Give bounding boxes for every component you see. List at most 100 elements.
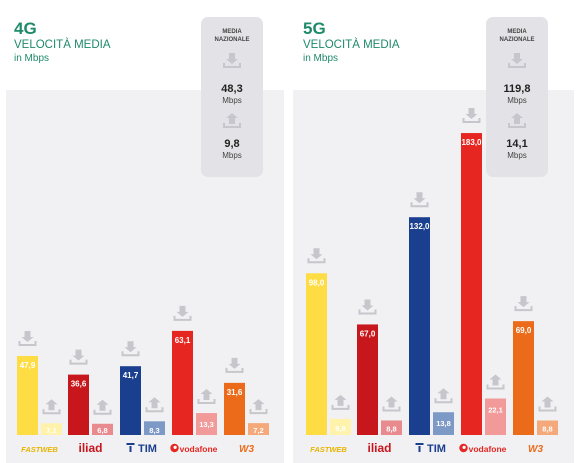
header-5g: 5G VELOCITÀ MEDIA in Mbps [303, 20, 400, 65]
operator-label-fastweb: FASTWEB [21, 445, 58, 454]
bar-upload-vodafone [196, 413, 217, 435]
data-label-download-tim: 132,0 [409, 222, 430, 231]
data-label-download-iliad: 36,6 [71, 380, 87, 389]
data-label-upload-vodafone: 22,1 [488, 406, 503, 415]
operator-label-iliad: iliad [367, 441, 391, 455]
upload-icon [508, 113, 526, 128]
operator-label-iliad: iliad [78, 441, 102, 455]
bar-upload-iliad [381, 420, 402, 435]
data-label-upload-tim: 13,8 [436, 419, 451, 428]
download-icon [410, 192, 429, 208]
upload-icon [249, 399, 268, 415]
data-label-upload-fastweb: 7,1 [46, 426, 56, 435]
national-average-panel-4g [201, 17, 263, 177]
bar-upload-iliad [92, 423, 113, 435]
bar-group-iliad: 67,0 8,8 iliad [357, 299, 402, 455]
bar-download-wind3 [513, 321, 534, 435]
bar-download-iliad [357, 324, 378, 435]
upload-icon [538, 396, 557, 412]
download-icon [223, 53, 241, 68]
national-average-upload-unit: Mbps [222, 151, 242, 160]
national-average-panel-5g [486, 17, 548, 177]
operator-label-wind3: W3 [239, 444, 254, 455]
operator-logo-tim: TIM [415, 443, 446, 455]
bar-group-wind3: 31,6 7,2 W3 [224, 357, 269, 455]
operator-logo-vodafone: vodafone [459, 443, 507, 454]
bar-group-vodafone: 183,0 22,1 vodafone [459, 108, 507, 454]
national-average-title-line1: MEDIA [507, 29, 527, 35]
chart-title-4g: 4G [14, 19, 37, 38]
upload-icon [382, 396, 401, 412]
download-icon [462, 108, 481, 124]
data-label-upload-iliad: 6,8 [97, 426, 107, 435]
bar-download-tim [409, 217, 430, 435]
operator-logo-iliad: iliad [367, 441, 391, 455]
bar-download-fastweb [306, 273, 327, 435]
bar-group-tim: 132,0 13,8 TIM [409, 192, 454, 455]
download-icon [514, 296, 533, 312]
download-icon [225, 357, 244, 373]
bar-group-wind3: 69,0 8,8 W3 [513, 296, 558, 455]
header-4g: 4G VELOCITÀ MEDIA in Mbps [14, 20, 111, 65]
data-label-upload-iliad: 8,8 [386, 425, 396, 434]
operator-logo-fastweb: FASTWEB [21, 445, 58, 454]
bar-upload-tim [433, 412, 454, 435]
upload-icon [434, 388, 453, 404]
bar-upload-vodafone [485, 398, 506, 435]
bar-upload-fastweb [41, 423, 62, 435]
download-icon [69, 349, 88, 365]
download-icon [121, 341, 140, 357]
data-label-download-tim: 41,7 [123, 371, 139, 380]
operator-label-fastweb: FASTWEB [310, 445, 347, 454]
national-average-title-line1: MEDIA [222, 29, 242, 35]
download-icon [307, 248, 326, 264]
upload-icon [93, 399, 112, 415]
chart-subtitle-5g: VELOCITÀ MEDIA [303, 39, 400, 51]
download-icon [18, 330, 37, 346]
operator-logo-wind3: W3 [239, 444, 254, 455]
data-label-download-wind3: 31,6 [227, 388, 243, 397]
data-label-download-fastweb: 47,9 [20, 361, 36, 370]
bar-upload-fastweb [330, 418, 351, 435]
bar-download-vodafone [461, 133, 482, 436]
bar-upload-wind3 [537, 420, 558, 435]
data-label-download-iliad: 67,0 [360, 329, 376, 338]
data-label-upload-wind3: 8,8 [542, 425, 552, 434]
chart-unit-4g: in Mbps [14, 53, 50, 64]
national-average-title-line2: NAZIONALE [215, 37, 250, 43]
bar-group-fastweb: 47,9 7,1 FASTWEB [17, 330, 62, 454]
operator-logo-vodafone: vodafone [170, 443, 218, 454]
bar-download-vodafone [172, 330, 193, 435]
bar-group-vodafone: 63,1 13,3 vodafone [170, 305, 218, 454]
upload-icon [331, 394, 350, 410]
data-label-upload-wind3: 7,2 [253, 426, 263, 435]
bar-upload-tim [144, 421, 165, 435]
operator-label-wind3: W3 [528, 444, 543, 455]
data-label-download-fastweb: 98,0 [309, 278, 325, 287]
data-label-download-vodafone: 183,0 [461, 138, 482, 147]
national-average-upload-value: 9,8 [224, 138, 239, 150]
chart-title-5g: 5G [303, 19, 326, 38]
data-label-download-wind3: 69,0 [516, 326, 532, 335]
national-average-download-unit: Mbps [507, 96, 527, 105]
bar-download-iliad [68, 374, 89, 435]
bar-group-fastweb: 98,0 9,8 FASTWEB [306, 248, 351, 454]
bar-group-iliad: 36,6 6,8 iliad [68, 349, 113, 455]
bar-upload-wind3 [248, 423, 269, 435]
operator-logo-iliad: iliad [78, 441, 102, 455]
bar-download-tim [120, 366, 141, 435]
chart-subtitle-4g: VELOCITÀ MEDIA [14, 39, 111, 51]
chart-unit-5g: in Mbps [303, 53, 339, 64]
download-icon [508, 53, 526, 68]
operator-logo-fastweb: FASTWEB [310, 445, 347, 454]
data-label-download-vodafone: 63,1 [175, 336, 191, 345]
national-average-upload-unit: Mbps [507, 151, 527, 160]
upload-icon [197, 389, 216, 405]
data-label-upload-vodafone: 13,3 [199, 420, 214, 429]
upload-icon [42, 399, 61, 415]
data-label-upload-fastweb: 9,8 [335, 424, 345, 433]
national-average-download-unit: Mbps [222, 96, 242, 105]
operator-label-tim: TIM [138, 443, 157, 455]
bar-download-wind3 [224, 382, 245, 435]
